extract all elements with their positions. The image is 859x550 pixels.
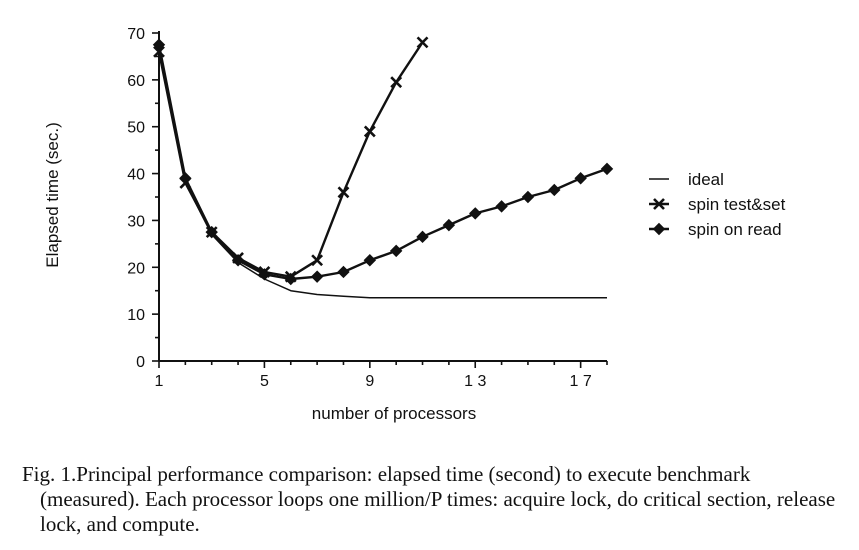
legend: ideal spin test&set spin on read [649, 170, 786, 239]
line-chart: 0 10 20 30 40 50 60 70 1 5 9 1 3 1 7 number of proces… [43, 26, 786, 423]
legend-marker-spin-test-set [653, 198, 665, 210]
y-axis-title: Elapsed time (sec.) [43, 122, 62, 268]
data-point-spin-test-set [337, 186, 350, 199]
y-tick-label: 70 [127, 26, 145, 43]
data-point-spin-on-read [495, 200, 508, 213]
data-point-spin-on-read [600, 162, 614, 176]
data-point-spin-on-read [179, 172, 192, 185]
data-point-spin-on-read [337, 265, 350, 279]
y-tick-label: 0 [136, 354, 145, 371]
x-tick-label: 1 3 [464, 373, 486, 390]
data-point-spin-on-read [284, 272, 297, 286]
series-line-ideal [158, 46, 607, 299]
data-point-spin-on-read [469, 207, 482, 220]
figure: 0 10 20 30 40 50 60 70 1 5 9 1 3 1 7 number of proces… [43, 26, 786, 423]
data-point-spin-on-read [521, 190, 535, 204]
data-point-spin-on-read [442, 218, 456, 232]
data-point-spin-on-read [310, 270, 324, 283]
x-tick-label: 1 [155, 373, 164, 390]
legend-label-ideal: ideal [688, 170, 724, 189]
data-point-spin-on-read [548, 183, 561, 197]
data-point-spin-on-read [363, 254, 377, 267]
x-tick-label: 5 [260, 373, 269, 390]
legend-label-spin-on-read: spin on read [688, 220, 782, 239]
axes: 0 10 20 30 40 50 60 70 1 5 9 1 3 1 7 number of proces… [43, 26, 608, 423]
x-axis-title: number of processors [312, 404, 476, 423]
y-tick-label: 20 [127, 260, 145, 277]
data-point-spin-test-set [311, 254, 324, 267]
y-tick-label: 30 [127, 213, 145, 230]
data-point-spin-on-read [152, 38, 166, 51]
data-point-spin-on-read [574, 172, 587, 185]
y-tick-label: 50 [127, 120, 145, 137]
y-tick-label: 10 [127, 307, 145, 324]
data-point-spin-test-set [363, 125, 376, 138]
data-point-spin-test-set [390, 76, 403, 89]
data-point-spin-on-read [389, 244, 403, 258]
x-tick-label: 1 7 [570, 373, 592, 390]
x-tick-label: 9 [365, 373, 374, 390]
y-tick-label: 60 [127, 73, 145, 90]
plot-area [152, 36, 614, 299]
data-point-spin-on-read [416, 230, 429, 244]
legend-label-spin-test-set: spin test&set [688, 195, 786, 214]
legend-marker-spin-on-read [652, 222, 666, 236]
data-point-spin-test-set [416, 36, 429, 49]
y-tick-label: 40 [127, 167, 145, 184]
data-point-spin-on-read [258, 268, 271, 281]
figure-caption: Fig. 1.Principal performance comparison:… [22, 462, 836, 536]
data-point-spin-test-set [153, 45, 165, 58]
data-point-spin-on-read [205, 225, 218, 239]
series-line-spin-test-set [157, 41, 424, 278]
series-line-spin-on-read [157, 44, 608, 281]
data-point-spin-on-read [231, 254, 245, 267]
